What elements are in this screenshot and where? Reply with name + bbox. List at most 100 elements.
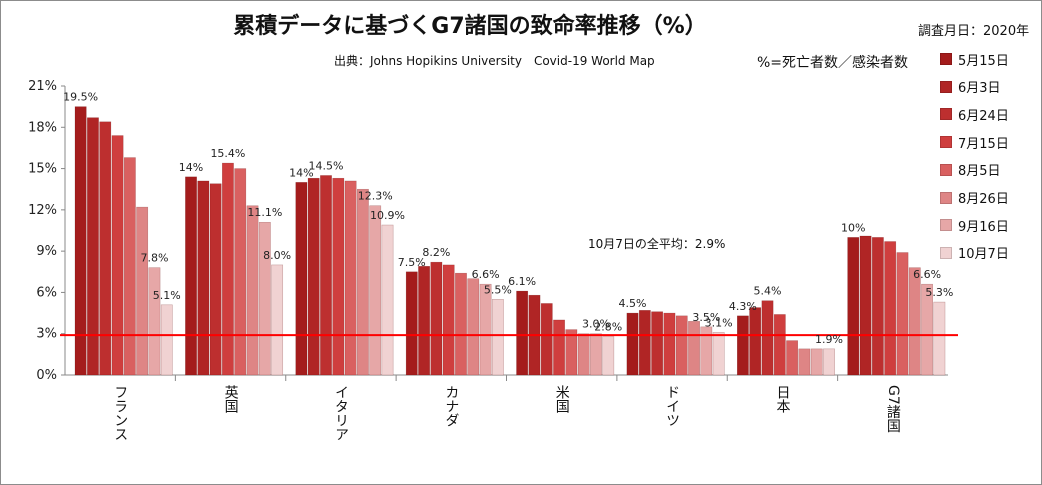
bar: [418, 266, 430, 376]
bar: [651, 311, 664, 376]
y-tick-label: 0%: [36, 368, 57, 383]
bar: [258, 221, 271, 376]
data-label: 6.6%: [472, 268, 500, 281]
bar: [761, 300, 774, 376]
data-label: 10.9%: [370, 209, 405, 222]
bar: [344, 180, 357, 376]
bar: [479, 283, 492, 376]
data-label: 4.5%: [619, 297, 647, 310]
data-label: 6.1%: [508, 275, 536, 288]
bar: [185, 176, 197, 376]
category-label: G7諸国: [885, 385, 901, 433]
bar: [810, 348, 823, 376]
category-label: ドイツ: [664, 385, 680, 427]
data-label: 3.5%: [692, 311, 720, 324]
data-label: 3.0%: [582, 318, 610, 331]
source-note: 出典：Johns Hopikins University Covid-19 Wo…: [334, 54, 655, 68]
bar: [712, 332, 725, 376]
data-label: 3.1%: [705, 316, 733, 329]
bar: [320, 175, 332, 376]
chart-title: 累積データに基づくG7諸国の致命率推移（%）: [233, 14, 707, 39]
y-tick-label: 3%: [36, 327, 57, 342]
bar: [773, 314, 786, 376]
legend-label: 8月26日: [958, 192, 1009, 207]
bar: [209, 183, 222, 376]
bar: [87, 117, 99, 376]
bar: [111, 135, 124, 376]
bar: [688, 321, 700, 376]
bar: [602, 336, 615, 376]
bar: [553, 319, 565, 376]
legend-swatch: [940, 163, 952, 176]
bar: [123, 157, 136, 376]
bar: [590, 333, 602, 376]
bar: [577, 333, 590, 376]
bar: [381, 224, 394, 376]
legend-label: 8月5日: [958, 164, 1001, 180]
legend-label: 6月24日: [958, 108, 1009, 124]
data-label: 7.5%: [398, 256, 426, 269]
data-label: 15.4%: [210, 147, 245, 160]
bar: [430, 261, 443, 376]
bar: [516, 290, 529, 376]
bar: [234, 168, 247, 376]
legend-swatch: [940, 53, 952, 65]
legend-label: 10月7日: [958, 247, 1009, 263]
bar: [921, 283, 933, 376]
legend-item: 5月15日: [940, 49, 1009, 69]
bar: [749, 307, 762, 376]
data-label: 14.5%: [309, 159, 344, 172]
legend-swatch: [940, 80, 952, 93]
data-label: 19.5%: [63, 91, 98, 104]
bar: [357, 188, 369, 376]
bar: [455, 272, 467, 376]
legend-swatch: [940, 108, 952, 121]
bar: [859, 235, 872, 376]
category-label: イタリア: [333, 385, 349, 441]
bar: [908, 267, 921, 376]
y-tick-label: 21%: [28, 79, 57, 94]
bar: [99, 121, 112, 376]
y-tick-label: 6%: [36, 285, 57, 300]
legend-item: 8月5日: [940, 160, 1001, 180]
y-tick-label: 9%: [36, 244, 57, 259]
definition-note: %=死亡者数／感染者数: [757, 55, 909, 71]
bar: [786, 340, 799, 376]
data-label: 1.9%: [815, 333, 843, 346]
bar: [307, 177, 320, 376]
legend-label: 5月15日: [958, 53, 1009, 69]
bar: [74, 106, 87, 376]
data-label: 8.0%: [263, 249, 291, 262]
legend-item: 6月24日: [940, 104, 1009, 124]
bar: [332, 177, 345, 376]
bar: [847, 237, 860, 376]
bar: [148, 267, 161, 376]
bar: [663, 312, 676, 376]
category-label: 英国: [223, 384, 239, 413]
bar: [933, 301, 946, 376]
y-tick-label: 18%: [28, 120, 57, 135]
category-label: 日本: [774, 385, 790, 413]
data-label: 6.6%: [913, 268, 941, 281]
legend-item: 10月7日: [940, 243, 1009, 263]
bar: [160, 304, 173, 376]
bar: [369, 205, 382, 376]
bar: [222, 162, 234, 376]
bar: [442, 264, 455, 376]
data-label: 5.3%: [925, 286, 953, 299]
data-label: 8.2%: [422, 246, 450, 259]
legend-swatch: [940, 191, 952, 204]
category-label: 米国: [554, 385, 570, 413]
bar: [884, 241, 897, 376]
bar: [565, 329, 578, 376]
y-tick-label: 15%: [28, 162, 57, 177]
bar: [271, 264, 284, 376]
legend-item: 9月16日: [940, 215, 1009, 235]
data-label: 5.4%: [754, 285, 782, 298]
category-label: フランス: [112, 385, 128, 441]
y-tick-label: 12%: [28, 203, 57, 218]
bar: [626, 312, 639, 376]
bar: [405, 271, 418, 376]
average-note: 10月7日の全平均：2.9%: [588, 237, 726, 251]
